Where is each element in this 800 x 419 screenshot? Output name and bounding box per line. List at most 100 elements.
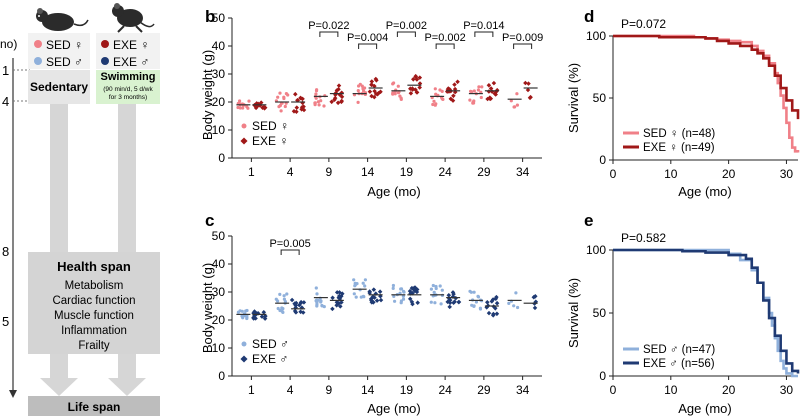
axis-unit-fragment: no) (0, 37, 17, 51)
data-point (401, 289, 406, 293)
data-point (371, 287, 377, 292)
data-point (276, 95, 280, 99)
health-span-title: Health span (57, 259, 131, 274)
timeline-tick-label: 8 (2, 244, 9, 259)
sed-male-label: SED ♂ (46, 55, 83, 69)
x-axis-label: Age (mo) (678, 401, 731, 416)
significance-bracket (319, 31, 339, 37)
data-point (392, 294, 396, 298)
data-point (360, 84, 364, 88)
data-point (411, 77, 416, 82)
legend-marker (241, 123, 247, 129)
data-point (493, 306, 498, 311)
y-tick-label: 0 (599, 369, 606, 383)
data-point (486, 310, 492, 316)
data-point (298, 299, 304, 305)
data-point (432, 290, 436, 294)
data-point (237, 101, 241, 105)
data-point (314, 96, 318, 100)
data-point (300, 100, 305, 106)
y-tick-label: 30 (212, 285, 226, 299)
sed-arrow-shaft-lower (50, 354, 68, 380)
data-point (391, 286, 395, 290)
x-tick-label: 9 (326, 383, 333, 397)
data-point (352, 278, 356, 282)
panel-label-e: e (584, 211, 593, 230)
y-tick-label: 50 (212, 229, 226, 243)
data-point (415, 300, 420, 305)
data-point (433, 87, 437, 91)
data-point (451, 291, 456, 297)
data-point (455, 79, 460, 85)
data-point (293, 310, 299, 315)
data-point (241, 316, 245, 320)
p-value-annotation: P=0.002 (386, 20, 427, 32)
y-tick-label: 50 (212, 11, 226, 25)
swimming-detail: for 3 months) (109, 94, 147, 101)
data-point (339, 300, 344, 305)
health-span-item: Inflammation (61, 325, 127, 337)
x-tick-label: 30 (780, 383, 794, 397)
mouse-exe-icon (112, 3, 155, 33)
data-point (432, 99, 436, 103)
p-value-annotation: P=0.004 (347, 32, 388, 44)
data-point (367, 89, 373, 94)
data-point (490, 313, 496, 318)
data-point (245, 105, 249, 109)
data-point (314, 286, 318, 290)
data-point (241, 106, 245, 110)
data-point (292, 301, 297, 306)
data-point (509, 99, 513, 103)
data-point (276, 306, 280, 311)
legend-label: EXE ♀ (n=49) (643, 142, 715, 154)
data-point (313, 101, 317, 105)
x-tick-label: 29 (477, 165, 491, 179)
data-point (401, 294, 405, 298)
diagram-panel: no) 1 4 8 5 SED ♀ SED ♂ (0, 3, 160, 416)
exe-female-label: EXE ♀ (113, 38, 149, 52)
p-value-annotation: P=0.022 (308, 20, 349, 32)
survival-female-chart: d Survival (%) Age (mo) 0 50 100 0 10 20 30 SED… (566, 7, 800, 199)
survival-curve (613, 34, 800, 120)
sed-male-dot (34, 57, 42, 65)
data-point (393, 92, 397, 96)
data-point (468, 98, 472, 102)
data-point (322, 104, 326, 108)
data-point (494, 311, 500, 317)
data-point (238, 99, 242, 103)
x-axis-label: Age (mo) (678, 184, 731, 199)
significance-bracket (435, 43, 455, 49)
exe-arrow-head (108, 378, 146, 396)
data-point (531, 294, 537, 300)
life-span-label: Life span (68, 400, 121, 414)
y-tick-label: 40 (212, 39, 226, 53)
x-tick-label: 34 (516, 165, 530, 179)
legend-label: EXE ♂ (252, 352, 288, 366)
data-point (317, 103, 321, 107)
x-tick-label: 4 (287, 165, 294, 179)
legend-marker (240, 137, 248, 145)
data-point (369, 298, 374, 303)
data-point (374, 298, 380, 303)
p-value-annotation: P=0.582 (621, 231, 666, 245)
data-point (315, 292, 319, 296)
sed-arrow-shaft (50, 104, 68, 254)
exe-female-dot (101, 40, 109, 48)
data-point (293, 91, 298, 97)
data-point (334, 290, 340, 295)
x-tick-label: 19 (400, 165, 414, 179)
x-axis-label: Age (mo) (367, 184, 420, 199)
exe-arrow-shaft-lower (118, 354, 136, 380)
data-point (438, 284, 442, 288)
survival-male-chart: e Survival (%) Age (mo) 0 50 100 0 10 20 30 SED… (566, 211, 800, 416)
data-point (330, 306, 335, 312)
data-point (314, 299, 318, 303)
health-span-item: Muscle function (54, 310, 134, 322)
data-point (472, 89, 476, 93)
data-point (279, 109, 283, 113)
data-point (474, 300, 478, 304)
significance-bracket (474, 31, 494, 37)
data-point (372, 295, 377, 300)
legend-marker (240, 355, 248, 363)
y-axis-label: Body weight (g) (200, 263, 215, 353)
